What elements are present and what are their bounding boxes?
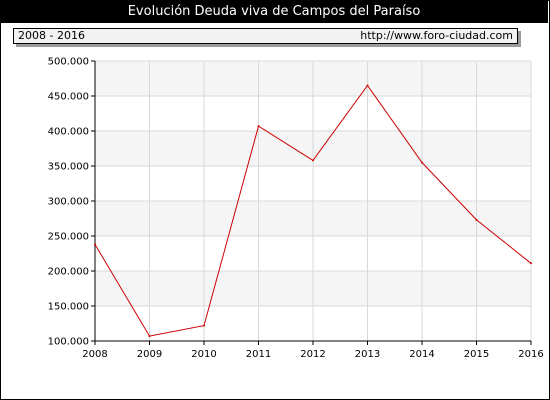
y-tick-label: 100.000 — [48, 337, 89, 348]
axes — [91, 60, 532, 345]
x-tick-label: 2013 — [355, 349, 380, 360]
x-tick-label: 2015 — [464, 349, 489, 360]
y-tick-label: 400.000 — [48, 127, 89, 138]
y-tick-labels: 100.000 150.000 200.000 250.000 300.000 350.0… — [48, 57, 89, 348]
y-tick-label: 150.000 — [48, 302, 89, 313]
info-bar: 2008 - 2016 http://www.foro-ciudad.com — [13, 28, 518, 44]
y-tick-label: 300.000 — [48, 197, 89, 208]
data-point — [203, 324, 205, 327]
x-tick-label: 2016 — [518, 349, 543, 360]
y-tick-label: 350.000 — [48, 162, 89, 173]
y-tick-label: 200.000 — [48, 267, 89, 278]
data-point — [366, 84, 369, 87]
x-tick-label: 2010 — [191, 349, 216, 360]
x-tick-label: 2011 — [246, 349, 271, 360]
data-point — [257, 125, 260, 128]
data-series — [94, 84, 532, 338]
y-tick-label: 450.000 — [48, 92, 89, 103]
data-point — [421, 161, 423, 164]
x-tick-label: 2012 — [300, 349, 325, 360]
site-url: http://www.foro-ciudad.com — [360, 29, 513, 42]
data-point — [475, 218, 478, 221]
x-tick-label: 2008 — [82, 349, 107, 360]
period-label: 2008 - 2016 — [18, 29, 85, 42]
data-point — [148, 335, 151, 338]
x-tick-labels: 2008 2009 2010 2011 2012 2013 2014 2015 2016 — [82, 349, 543, 360]
x-tick-label: 2014 — [409, 349, 434, 360]
data-point — [312, 159, 314, 162]
chart-title: Evolución Deuda viva de Campos del Paraí… — [0, 0, 548, 23]
data-point — [94, 243, 96, 246]
data-point — [530, 262, 532, 265]
y-tick-label: 250.000 — [48, 232, 89, 243]
y-tick-label: 500.000 — [48, 57, 89, 68]
x-tick-label: 2009 — [137, 349, 162, 360]
